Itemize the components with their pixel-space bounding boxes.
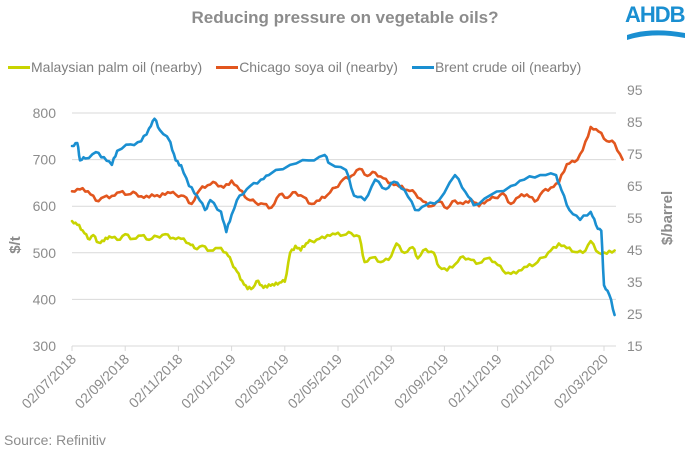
chart-title: Reducing pressure on vegetable oils? [191, 8, 499, 27]
x-tick-label: 02/09/2018 [71, 351, 132, 412]
x-tick-label: 02/01/2019 [178, 351, 239, 412]
y-tick-label-right: 65 [627, 178, 643, 194]
series-line [70, 219, 616, 291]
legend-item: Chicago soya oil (nearby) [216, 59, 398, 75]
x-axis: 02/07/201802/09/201802/11/201802/01/2019… [18, 345, 616, 412]
legend-swatch [216, 65, 239, 69]
x-tick-label: 02/07/2018 [18, 351, 79, 412]
y-tick-label-right: 45 [627, 242, 643, 258]
series-line [70, 117, 616, 317]
x-tick-label: 02/11/2018 [125, 351, 185, 411]
y-tick-label-left: 600 [33, 198, 57, 214]
logo-wave-icon [627, 30, 685, 40]
y-tick-label-right: 95 [627, 82, 643, 98]
x-tick-label: 02/05/2019 [284, 351, 345, 412]
legend-swatch [411, 65, 434, 69]
y-tick-label-right: 55 [627, 210, 643, 226]
y-tick-label-left: 700 [33, 152, 57, 168]
y-tick-label-left: 400 [33, 291, 57, 307]
x-tick-label: 02/11/2019 [445, 351, 505, 411]
y-axis-right-title: $/barrel [659, 191, 676, 245]
y-tick-label-left: 300 [33, 338, 57, 354]
y-tick-label-right: 15 [627, 338, 643, 354]
y-axis-left: 300 400 500 600 700 800 [33, 105, 57, 354]
y-tick-label-right: 25 [627, 306, 643, 322]
y-tick-label-left: 800 [33, 105, 57, 121]
ahdb-logo: AHDB [625, 2, 687, 44]
y-axis-left-title: $/t [7, 236, 24, 254]
legend-label: Brent crude oil (nearby) [434, 59, 582, 75]
series-line [70, 125, 624, 210]
x-tick-label: 02/09/2019 [391, 351, 452, 412]
legend-item: Malaysian palm oil (nearby) [8, 59, 202, 75]
y-tick-label-right: 75 [627, 146, 643, 162]
y-tick-label-right: 85 [627, 114, 643, 130]
x-tick-label: 02/07/2019 [337, 351, 398, 412]
source-note: Source: Refinitiv [4, 432, 106, 448]
legend-item: Brent crude oil (nearby) [411, 59, 582, 75]
gridlines [72, 112, 616, 300]
x-tick-label: 02/03/2019 [231, 351, 292, 412]
x-tick-label: 02/01/2020 [497, 351, 558, 412]
series-layer [70, 117, 624, 317]
logo-text: AHDB [625, 2, 686, 27]
legend-label: Chicago soya oil (nearby) [239, 59, 398, 75]
legend-swatch [8, 65, 30, 69]
legend-label: Malaysian palm oil (nearby) [31, 59, 203, 75]
y-axis-right: 15 25 35 45 55 65 75 85 95 [627, 82, 643, 354]
x-tick-label: 02/03/2020 [550, 351, 611, 412]
y-tick-label-left: 500 [33, 245, 57, 261]
y-tick-label-right: 35 [627, 274, 643, 290]
legend: Malaysian palm oil (nearby) Chicago soya … [8, 57, 595, 77]
